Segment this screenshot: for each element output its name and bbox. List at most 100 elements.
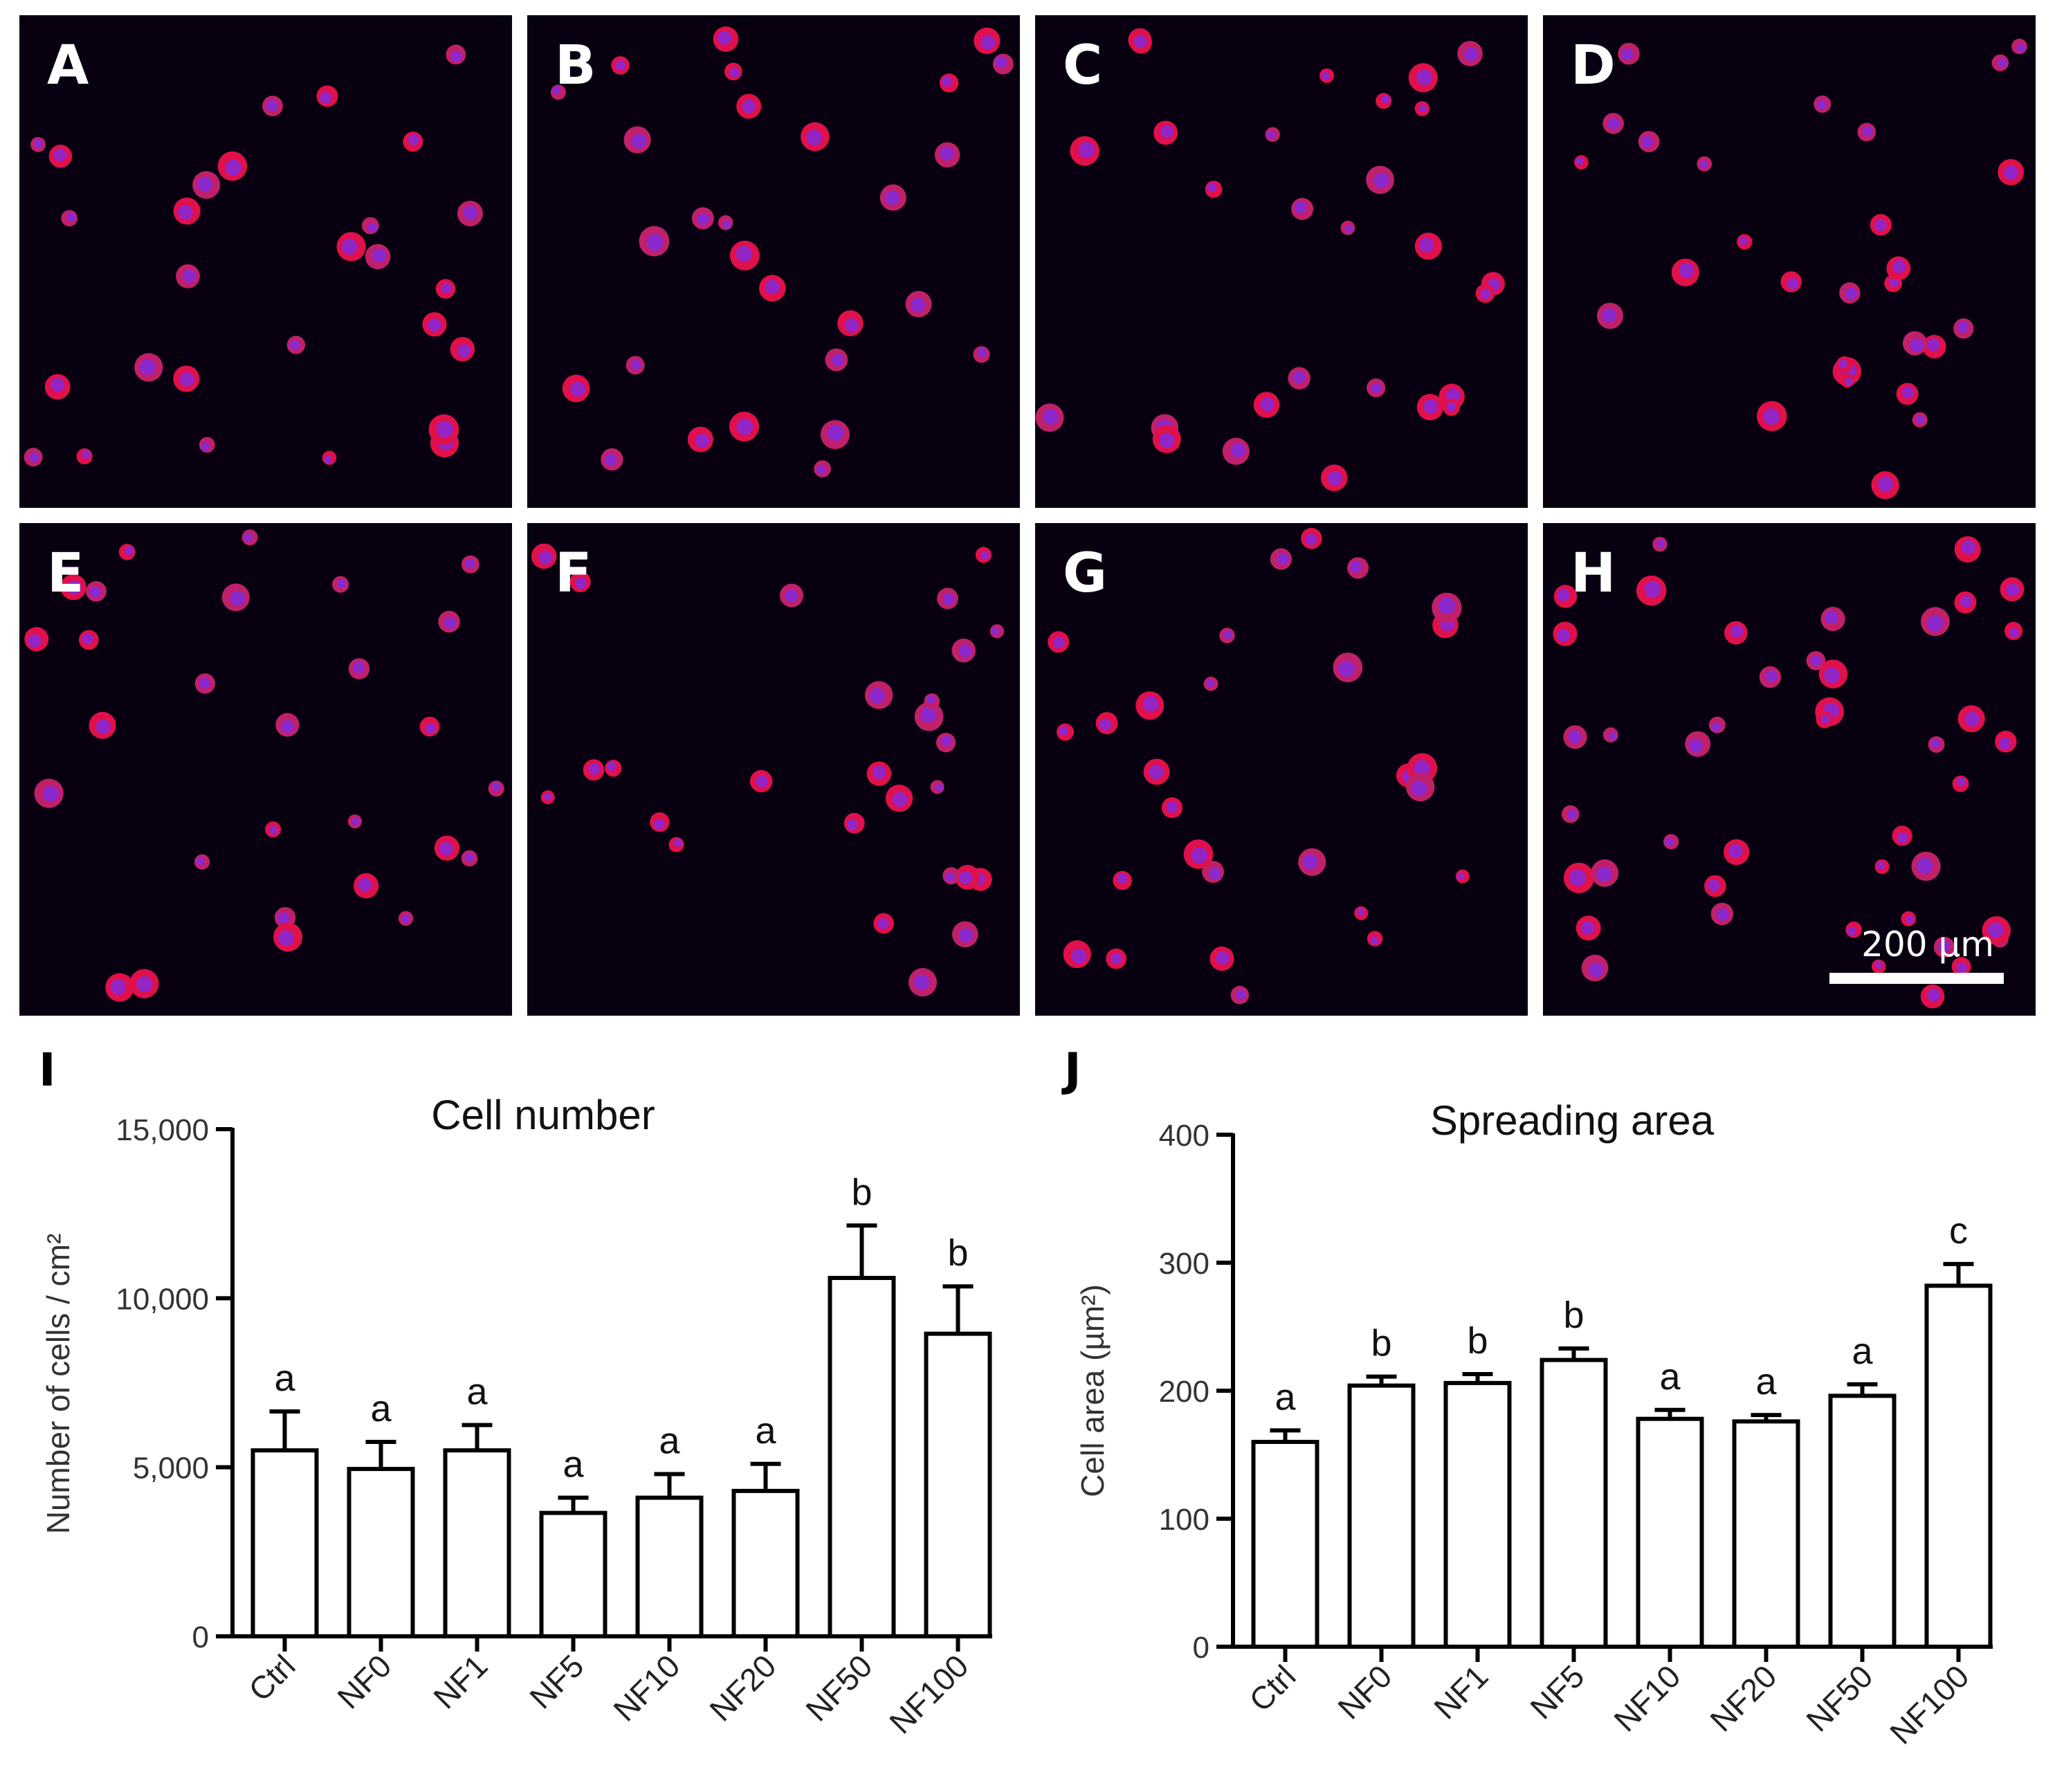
cell-nucleus [631, 134, 647, 149]
cell-nucleus [110, 979, 127, 995]
cell-nucleus [940, 146, 954, 161]
y-tick-label: 15,000 [116, 1113, 209, 1147]
cell-stain-image [24, 44, 483, 467]
significance-letter: a [1755, 1361, 1777, 1402]
cell-nucleus [1608, 732, 1617, 741]
cell-nucleus [1456, 872, 1465, 880]
cell-nucleus [977, 347, 987, 358]
cell-nucleus [1411, 780, 1427, 796]
y-tick-label: 5,000 [133, 1452, 209, 1485]
cell-nucleus [742, 99, 756, 113]
cell-nucleus [1656, 539, 1665, 548]
micrograph-panel-e: E [19, 523, 512, 1016]
cell-nucleus [1824, 667, 1841, 684]
cell-nucleus [588, 762, 601, 775]
cell-nucleus [1071, 948, 1087, 964]
cell-nucleus [28, 634, 42, 648]
cell-nucleus [552, 86, 561, 95]
bar-nf20 [1732, 1419, 1800, 1649]
cell-nucleus [1838, 359, 1848, 369]
cell-nucleus [1665, 837, 1674, 847]
y-tick-label: 0 [192, 1620, 209, 1654]
cell-nucleus [1230, 442, 1246, 458]
cell-nucleus [1158, 432, 1175, 448]
bar-nf50 [1828, 1393, 1897, 1649]
cell-nucleus [277, 912, 289, 924]
y-tick-label: 10,000 [116, 1282, 209, 1316]
cell-nucleus [1166, 801, 1178, 813]
cell-nucleus [1787, 277, 1799, 290]
cell-nucleus [1418, 104, 1427, 113]
cell-nucleus [911, 298, 926, 313]
significance-letter: a [1852, 1331, 1873, 1372]
x-tick-label: NF10 [606, 1647, 686, 1728]
cell-nucleus [402, 915, 410, 923]
cell-nucleus [1739, 237, 1748, 246]
x-tick-label: Ctrl [241, 1647, 302, 1708]
cell-nucleus [352, 661, 365, 674]
cell-nucleus [1956, 962, 1967, 973]
cell-nucleus [82, 450, 91, 459]
micrograph-panel-h: H 200 µm [1543, 523, 2036, 1016]
x-tick-label: Ctrl [1242, 1658, 1302, 1718]
significance-letter: c [1949, 1210, 1968, 1252]
cell-nucleus [437, 421, 454, 438]
cell-nucleus [450, 51, 462, 62]
cell-nucleus [935, 783, 943, 792]
y-tick-label: 400 [1159, 1119, 1209, 1153]
cell-nucleus [1111, 953, 1122, 964]
cell-nucleus [1679, 262, 1695, 278]
cell-nucleus [464, 558, 475, 569]
cell-nucleus [1938, 940, 1951, 952]
cell-nucleus [1416, 69, 1433, 86]
micrograph-panel-d: D [1543, 15, 2036, 508]
cell-nucleus [457, 344, 471, 358]
panel-label-i: I [39, 1043, 56, 1097]
cell-nucleus [1305, 533, 1317, 545]
cell-nucleus [463, 205, 478, 220]
cell-nucleus [806, 129, 823, 146]
cell-nucleus [944, 872, 955, 882]
cell-nucleus [846, 819, 859, 830]
panel-label-h: H [1571, 542, 1616, 605]
cell-nucleus [1556, 628, 1571, 643]
cell-nucleus [832, 354, 845, 367]
cell-nucleus [1927, 338, 1940, 351]
panel-label-c: C [1063, 35, 1103, 97]
panel-label-g: G [1063, 542, 1108, 605]
cell-nucleus [920, 706, 937, 723]
x-tick-label: NF0 [330, 1647, 398, 1715]
cell-nucleus [1052, 637, 1065, 649]
cell-nucleus [926, 695, 935, 704]
cell-nucleus [980, 551, 989, 560]
cell-nucleus [1576, 157, 1584, 165]
cell-nucleus [1370, 936, 1379, 945]
cell-nucleus [1293, 371, 1306, 384]
cell-nucleus [1906, 915, 1915, 924]
bar-nf1 [443, 1448, 511, 1639]
cell-nucleus [428, 318, 441, 332]
bar-nf0 [347, 1467, 415, 1639]
significance-letter: a [563, 1444, 584, 1485]
cell-nucleus [1207, 183, 1217, 192]
cell-nucleus [136, 976, 153, 993]
cell-nucleus [1236, 989, 1247, 1000]
cell-nucleus [1811, 655, 1822, 666]
cell-nucleus [1877, 476, 1894, 492]
cell-nucleus [615, 60, 626, 71]
cell-nucleus [51, 378, 65, 392]
cell-nucleus [844, 318, 859, 333]
cell-nucleus [1209, 867, 1221, 880]
cell-nucleus [66, 212, 76, 222]
cell-nucleus [1602, 308, 1617, 323]
cell-nucleus [674, 838, 683, 847]
cell-nucleus [225, 159, 241, 176]
cell-nucleus [2004, 165, 2018, 180]
cell-stain-image [1035, 28, 1505, 491]
cell-nucleus [42, 786, 59, 803]
cell-nucleus [1446, 402, 1456, 412]
cell-nucleus [958, 928, 974, 943]
cell-nucleus [1910, 338, 1924, 352]
cell-nucleus [1142, 696, 1159, 712]
